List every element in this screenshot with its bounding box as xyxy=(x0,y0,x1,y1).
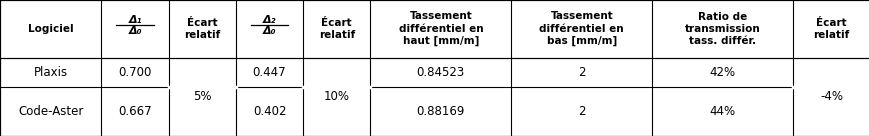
Text: 0.667: 0.667 xyxy=(118,105,152,118)
Text: 2: 2 xyxy=(577,66,585,79)
Text: -4%: -4% xyxy=(819,90,842,103)
Text: 0.447: 0.447 xyxy=(252,66,286,79)
Text: Écart
relatif: Écart relatif xyxy=(813,18,849,40)
Text: Écart
relatif: Écart relatif xyxy=(184,18,220,40)
Text: Tassement
différentiel en
bas [mm/m]: Tassement différentiel en bas [mm/m] xyxy=(539,11,623,46)
Text: 0.84523: 0.84523 xyxy=(416,66,464,79)
Text: Δ₀: Δ₀ xyxy=(262,26,276,35)
Text: 0.402: 0.402 xyxy=(253,105,286,118)
Text: 0.700: 0.700 xyxy=(118,66,151,79)
Text: 2: 2 xyxy=(577,105,585,118)
Text: 44%: 44% xyxy=(709,105,735,118)
Text: Δ₂: Δ₂ xyxy=(262,15,276,25)
Text: Δ₁: Δ₁ xyxy=(128,15,142,25)
Text: Logiciel: Logiciel xyxy=(28,24,74,34)
Text: Écart
relatif: Écart relatif xyxy=(318,18,355,40)
Text: Plaxis: Plaxis xyxy=(34,66,68,79)
Text: Code-Aster: Code-Aster xyxy=(18,105,83,118)
Text: 0.88169: 0.88169 xyxy=(416,105,465,118)
Text: Ratio de
transmission
tass. différ.: Ratio de transmission tass. différ. xyxy=(684,12,760,46)
Text: 42%: 42% xyxy=(709,66,735,79)
Text: 10%: 10% xyxy=(323,90,349,103)
Text: Tassement
différentiel en
haut [mm/m]: Tassement différentiel en haut [mm/m] xyxy=(398,11,482,46)
Text: 5%: 5% xyxy=(193,90,211,103)
Text: Δ₀: Δ₀ xyxy=(128,26,142,35)
